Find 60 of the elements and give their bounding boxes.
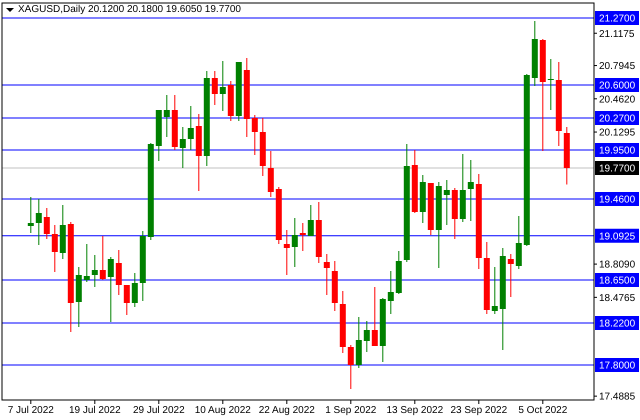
candlestick [28, 196, 34, 234]
ref-line-label: 19.0925 [599, 231, 636, 242]
candlestick [284, 230, 290, 276]
candlestick [220, 60, 226, 112]
candlestick [348, 344, 354, 390]
candlestick [84, 244, 90, 282]
candlestick [388, 270, 394, 314]
y-tick-label: 18.4765 [599, 292, 636, 304]
candlestick [180, 126, 186, 168]
x-tick-label: 10 Aug 2022 [194, 405, 252, 416]
ref-line-label: 17.8000 [599, 360, 636, 372]
candlestick [252, 114, 258, 156]
x-tick-label: 19 Jul 2022 [68, 405, 122, 416]
x-tick-label: 29 Jul 2022 [132, 405, 186, 416]
x-tick-label: 5 Oct 2022 [518, 405, 568, 416]
y-tick-label: 20.7945 [599, 61, 636, 72]
candlestick [508, 254, 514, 298]
ref-line-label: 19.7700 [599, 164, 636, 174]
candlestick [548, 58, 554, 110]
candlestick [372, 286, 378, 346]
ref-line-label: 21.2700 [599, 14, 636, 24]
candlestick [300, 222, 306, 252]
candlestick [268, 150, 274, 198]
candlestick [36, 198, 42, 246]
x-tick-label: 1 Sep 2022 [325, 405, 377, 416]
y-tick-label: 20.1295 [599, 128, 636, 139]
candlestick [116, 250, 122, 296]
ref-line-label: 19.9500 [599, 146, 636, 156]
ref-line-label: 18.2200 [599, 318, 636, 330]
ref-line-label: 20.6000 [599, 80, 636, 92]
candlestick [364, 320, 370, 352]
candlestick [308, 204, 314, 236]
ref-line-label: 19.4600 [599, 194, 636, 206]
candlestick [124, 284, 130, 316]
candlestick [100, 236, 106, 280]
candlestick [292, 218, 298, 268]
x-tick-label: 23 Sep 2022 [450, 405, 508, 416]
ref-line-label: 18.6500 [599, 276, 636, 286]
candlestick [188, 106, 194, 150]
y-tick-label: 21.1175 [599, 28, 635, 40]
candlestick [444, 180, 450, 226]
ref-line-label: 20.2700 [599, 114, 636, 124]
candlestick [108, 256, 114, 322]
candlestick [44, 208, 50, 240]
y-tick-label: 17.4885 [599, 392, 636, 403]
candlestick [492, 266, 498, 314]
x-tick-label: 22 Aug 2022 [258, 405, 316, 416]
x-tick-label: 13 Sep 2022 [386, 405, 444, 416]
y-tick-label: 18.8090 [599, 260, 636, 271]
candlestick [324, 254, 330, 296]
candlestick [212, 70, 218, 106]
candlestick [468, 160, 474, 222]
chart-title: XAGUSD,Daily 20.1200 20.1800 19.6050 19.7700 [18, 4, 242, 15]
y-tick-label: 20.4620 [599, 94, 636, 106]
candlestick [92, 254, 98, 288]
candlestick [132, 272, 138, 308]
candlestick [516, 216, 522, 270]
candlestick [164, 94, 170, 138]
x-tick-label: 7 Jul 2022 [8, 405, 54, 416]
candlestick [52, 224, 58, 272]
